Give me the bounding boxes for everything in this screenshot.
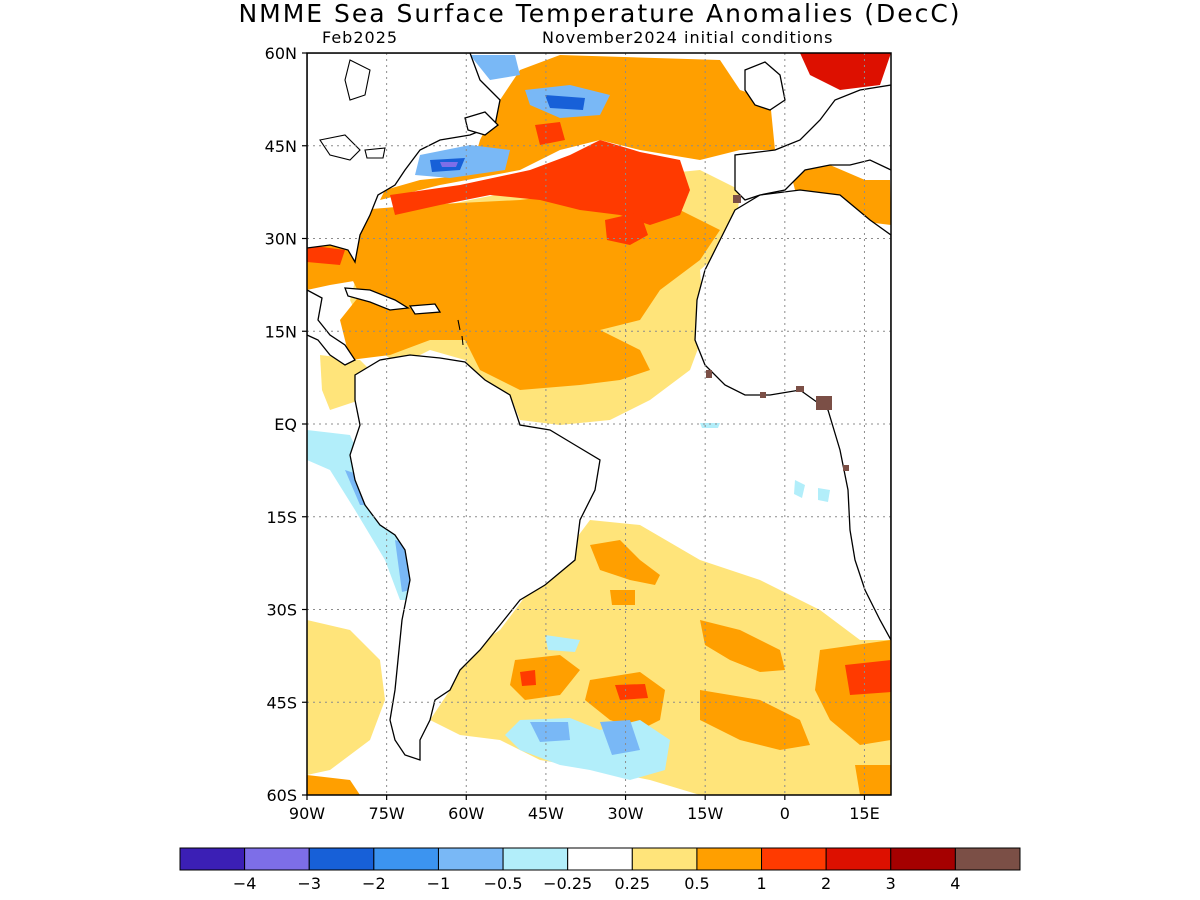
graticule [307,53,891,795]
lat-tick-label: 15S [266,508,297,527]
colorbar-swatch [761,847,827,871]
anomaly-area-peru-cooler [345,470,410,592]
lon-tick-label: 90W [289,804,325,823]
colorbar-label: −4 [233,874,257,893]
map-title: NMME Sea Surface Temperature Anomalies (… [238,0,962,28]
land-north-america [307,53,501,264]
lat-tick-label: 30S [266,601,297,620]
lat-tick-label: 60N [265,44,297,63]
lon-tick-label: 0 [780,804,790,823]
lon-tick-label: 30W [607,804,643,823]
colorbar-swatch [890,847,956,871]
lon-tick-label: 15W [687,804,723,823]
anomaly-area-peru-cool [307,430,412,600]
colorbar: −4 −3 −2 −1 −0.5 −0.25 0.25 0.5 1 2 3 4 [179,847,1021,893]
colorbar-label: 0.25 [614,874,650,893]
anomaly-area-south-atlantic-cooler [530,720,640,755]
colorbar-label: 3 [886,874,896,893]
colorbar-label: −0.5 [484,874,523,893]
land-central-america [307,289,356,366]
land-great-lakes [319,134,386,161]
forecast-month: Feb2025 [322,28,399,47]
colorbar-swatch [308,847,375,871]
land-british-isles [744,61,786,111]
lat-tick-label: EQ [274,415,297,434]
colorbar-swatch [179,847,246,871]
anomaly-area-central-hot [535,122,648,245]
colorbar-swatch [696,847,763,871]
anomaly-area-nw-europe-hot [307,53,891,90]
lat-tick-label: 30N [265,230,297,249]
colorbar-label: −0.25 [543,874,592,893]
anomaly-area-chile-pale [307,620,385,775]
colorbar-label: −3 [297,874,321,893]
land-cuba [344,287,410,311]
colorbar-swatch [567,847,633,871]
anomaly-area-labrador-cool [415,55,610,178]
colorbar-swatch [825,847,892,871]
colorbar-label: −2 [362,874,386,893]
colorbar-swatch [373,847,439,871]
anomaly-area-south-atlantic-orange [307,540,891,795]
land-europe [734,84,891,201]
lon-tick-label: 15E [849,804,879,823]
colorbar-swatch [954,847,1021,871]
anomaly-area-south-atlantic-cool [505,423,830,780]
land-hispaniola [408,303,442,315]
anomaly-area-gulfstream-hot [390,140,690,225]
colorbar-swatch [631,847,698,871]
colorbar-label: 1 [756,874,766,893]
land-hudson-bay [344,59,371,101]
colorbar-label: 0.5 [684,874,709,893]
lat-tick-label: 60S [266,786,297,805]
colorbar-swatch [244,847,310,871]
land-lesser-antilles [457,319,464,346]
lon-tick-label: 60W [448,804,484,823]
initial-conditions: November2024 initial conditions [542,28,834,47]
lon-tick-label: 45W [528,804,564,823]
lon-tick-label: 75W [369,804,405,823]
anomaly-area-scotian-pink [440,162,458,167]
lat-tick-label: 15N [265,322,297,341]
anomaly-area-cape-horn-orange [307,775,360,795]
land-newfoundland [464,111,499,136]
lat-tick-label: 45S [266,693,297,712]
land-south-america [349,354,601,761]
colorbar-swatch [437,847,504,871]
colorbar-label: 4 [950,874,960,893]
lat-tick-label: 45N [265,137,297,156]
colorbar-swatch [502,847,569,871]
colorbar-label: −1 [427,874,451,893]
anomaly-area-gulf-hot [307,245,345,265]
colorbar-label: 2 [821,874,831,893]
anomaly-area-north-atlantic-orange [340,55,775,390]
